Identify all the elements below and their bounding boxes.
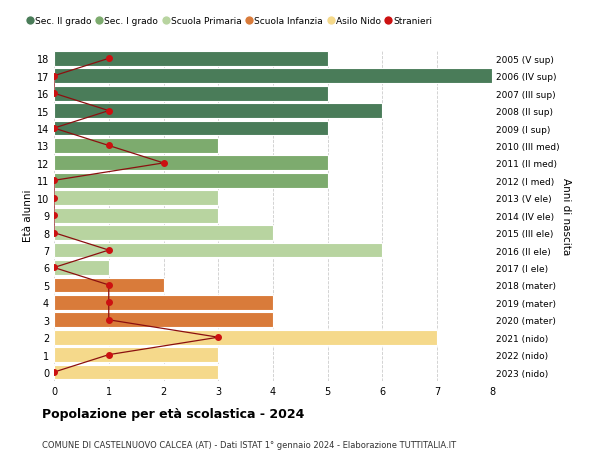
Bar — [54, 69, 492, 84]
Point — [104, 56, 113, 63]
Point — [104, 247, 113, 254]
Bar — [54, 156, 328, 171]
Bar — [54, 365, 218, 380]
Bar — [54, 52, 328, 67]
Point — [104, 316, 113, 324]
Bar — [54, 191, 218, 206]
Point — [49, 177, 59, 185]
Bar — [54, 243, 383, 258]
Bar — [54, 330, 437, 345]
Bar — [54, 261, 109, 275]
Bar — [54, 139, 218, 154]
Bar — [54, 347, 218, 362]
Point — [49, 369, 59, 376]
Bar — [54, 87, 328, 101]
Point — [104, 108, 113, 115]
Point — [49, 90, 59, 98]
Bar — [54, 121, 328, 136]
Point — [49, 230, 59, 237]
Point — [49, 195, 59, 202]
Point — [104, 282, 113, 289]
Bar — [54, 313, 273, 327]
Point — [49, 264, 59, 272]
Bar — [54, 278, 163, 293]
Y-axis label: Anni di nascita: Anni di nascita — [561, 177, 571, 254]
Point — [49, 73, 59, 80]
Text: Popolazione per età scolastica - 2024: Popolazione per età scolastica - 2024 — [42, 407, 304, 420]
Point — [104, 351, 113, 358]
Text: COMUNE DI CASTELNUOVO CALCEA (AT) - Dati ISTAT 1° gennaio 2024 - Elaborazione TU: COMUNE DI CASTELNUOVO CALCEA (AT) - Dati… — [42, 440, 456, 449]
Point — [49, 212, 59, 219]
Point — [49, 125, 59, 133]
Bar — [54, 104, 383, 119]
Point — [104, 299, 113, 306]
Legend: Sec. II grado, Sec. I grado, Scuola Primaria, Scuola Infanzia, Asilo Nido, Stran: Sec. II grado, Sec. I grado, Scuola Prim… — [28, 17, 432, 26]
Bar — [54, 226, 273, 241]
Bar — [54, 208, 218, 223]
Bar — [54, 295, 273, 310]
Y-axis label: Età alunni: Età alunni — [23, 190, 32, 242]
Bar — [54, 174, 328, 188]
Point — [104, 142, 113, 150]
Point — [214, 334, 223, 341]
Point — [158, 160, 168, 167]
